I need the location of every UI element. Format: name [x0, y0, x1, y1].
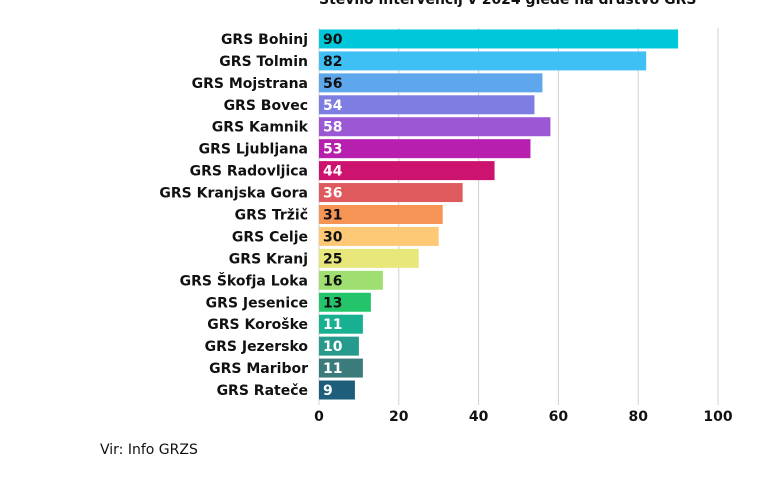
- bar: [319, 117, 551, 137]
- y-tick-label: GRS Kamnik: [212, 120, 309, 136]
- y-tick-label: GRS Tolmin: [219, 54, 308, 70]
- y-tick-label: GRS Koroške: [207, 317, 308, 333]
- data-label: 36: [323, 186, 342, 202]
- data-label: 9: [323, 383, 333, 399]
- bar: [319, 292, 371, 312]
- data-label: 54: [323, 98, 343, 114]
- bar: [319, 380, 355, 400]
- data-label: 31: [323, 207, 342, 223]
- y-tick-label: GRS Bohinj: [221, 32, 308, 48]
- bar: [319, 29, 679, 49]
- bar: [319, 270, 383, 290]
- source: Vir: Info GRZS: [100, 442, 198, 458]
- data-label: 56: [323, 76, 342, 92]
- data-label: 25: [323, 251, 342, 267]
- x-tick-label: 100: [703, 409, 732, 425]
- bar: [319, 95, 535, 115]
- y-tick-label: GRS Rateče: [217, 383, 308, 399]
- bar: [319, 139, 531, 159]
- data-label: 90: [323, 32, 343, 48]
- x-tick-label: 40: [469, 409, 489, 425]
- bar: [319, 314, 363, 334]
- y-tick-label: GRS Celje: [232, 229, 308, 245]
- y-tick-label: GRS Jesenice: [206, 295, 308, 311]
- data-label: 58: [323, 120, 342, 136]
- bar: [319, 226, 439, 246]
- x-tick-label: 0: [314, 409, 324, 425]
- data-label: 10: [323, 339, 343, 355]
- y-tick-label: GRS Radovljica: [190, 164, 308, 180]
- data-label: 53: [323, 142, 342, 158]
- bar: [319, 183, 463, 203]
- bar: [319, 336, 359, 356]
- y-tick-label: GRS Bovec: [224, 98, 308, 114]
- data-label: 11: [323, 361, 342, 377]
- data-label: 30: [323, 229, 343, 245]
- chart-title: Število intervencij v 2024 glede na druš…: [319, 0, 696, 8]
- data-label: 13: [323, 295, 342, 311]
- bar: [319, 51, 647, 71]
- x-tick-label: 60: [549, 409, 569, 425]
- bar: [319, 73, 543, 93]
- y-tick-label: GRS Mojstrana: [192, 76, 308, 92]
- x-tick-label: 20: [389, 409, 409, 425]
- data-label: 16: [323, 273, 342, 289]
- y-tick-label: GRS Kranjska Gora: [159, 186, 308, 202]
- bar: [319, 204, 443, 224]
- y-tick-label: GRS Jezersko: [205, 339, 309, 355]
- data-label: 44: [323, 164, 343, 180]
- y-tick-label: GRS Kranj: [229, 251, 308, 267]
- bar: [319, 161, 495, 181]
- bar: [319, 358, 363, 378]
- y-tick-label: GRS Tržič: [235, 207, 308, 223]
- x-tick-label: 80: [628, 409, 648, 425]
- data-label: 82: [323, 54, 342, 70]
- y-tick-label: GRS Škofja Loka: [180, 271, 308, 289]
- bar: [319, 248, 419, 268]
- y-tick-label: GRS Ljubljana: [199, 142, 308, 158]
- data-label: 11: [323, 317, 342, 333]
- y-tick-label: GRS Maribor: [209, 361, 308, 377]
